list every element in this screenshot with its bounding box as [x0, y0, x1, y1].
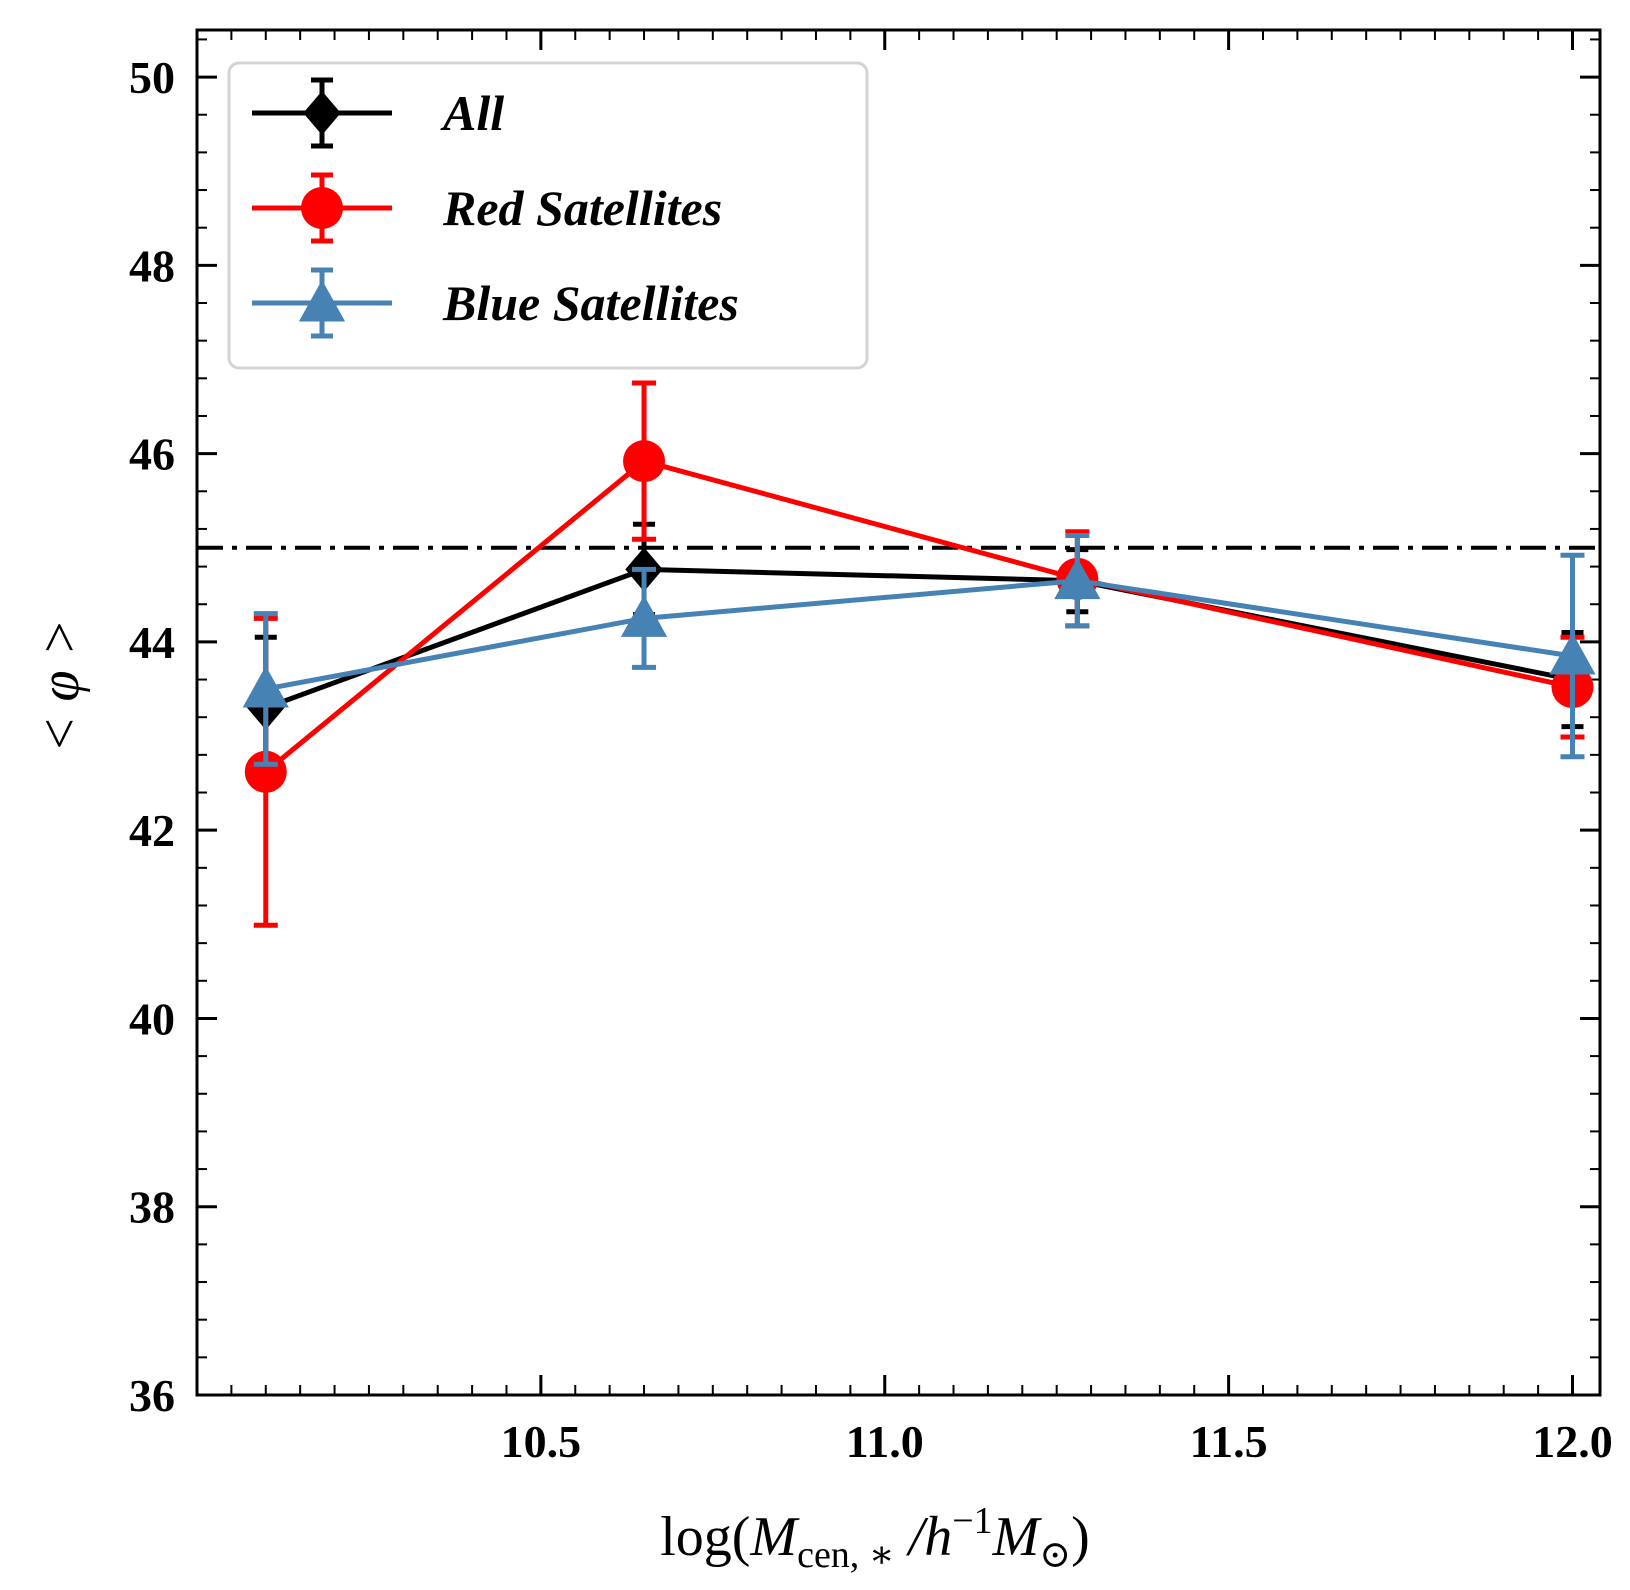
x-axis-label-var: M — [749, 1506, 800, 1568]
y-tick-label: 36 — [129, 1370, 175, 1421]
x-tick-label: 11.0 — [846, 1416, 924, 1467]
y-axis-label: < φ > — [29, 619, 91, 754]
y-tick-label: 50 — [129, 52, 175, 103]
x-axis-label-prefix: log( — [660, 1506, 750, 1568]
y-tick-label: 48 — [129, 240, 175, 291]
data-point-red-satellites — [623, 440, 666, 483]
x-axis-label-sub: cen, ∗ — [797, 1534, 895, 1576]
data-point-blue-satellites — [242, 665, 289, 708]
axes-frame — [195, 28, 1602, 1397]
legend-entry-all: All — [252, 77, 504, 149]
legend-label-all: All — [440, 85, 504, 141]
x-axis-label-var2: M — [992, 1506, 1043, 1568]
y-tick-label: 38 — [129, 1182, 175, 1233]
y-tick-label: 40 — [129, 993, 175, 1044]
x-tick-label: 12.0 — [1532, 1416, 1613, 1467]
legend-marker-all — [303, 90, 341, 136]
series-line-blue-satellites — [265, 578, 1573, 692]
data-point-blue-satellites — [620, 595, 668, 637]
series-red-satellites — [244, 380, 1594, 928]
legend-box — [227, 61, 869, 370]
legend-label-blue-satellites: Blue Satellites — [442, 275, 739, 331]
legend-entry-blue-satellites: Blue Satellites — [252, 267, 739, 339]
x-tick-label: 10.5 — [501, 1416, 582, 1467]
data-point-red-satellites — [244, 750, 287, 793]
y-tick-label: 42 — [129, 805, 175, 856]
legend-marker-blue-satellites — [298, 279, 346, 322]
y-tick-labels: 36 38 40 42 44 46 48 50 — [129, 52, 175, 1421]
x-tick-labels: 10.5 11.0 11.5 12.0 — [501, 1416, 1613, 1467]
minor-ticks — [196, 30, 1600, 1396]
major-ticks — [197, 30, 1600, 1397]
legend-label-red-satellites: Red Satellites — [442, 180, 722, 236]
data-point-blue-satellites — [1054, 557, 1101, 600]
legend-marker-red-satellites — [301, 187, 343, 229]
series-layer — [242, 380, 1596, 928]
x-axis-label-sup: −1 — [952, 1500, 992, 1542]
series-blue-satellites — [242, 533, 1596, 767]
y-tick-label: 44 — [129, 617, 175, 668]
x-axis-label: log(Mcen, ∗ /h−1M⊙) — [660, 1500, 1090, 1576]
data-point-blue-satellites — [1549, 632, 1596, 675]
x-axis-label-suffix: ) — [1071, 1506, 1090, 1568]
x-axis-label-mid: /h — [895, 1506, 953, 1568]
legend-entry-red-satellites: Red Satellites — [252, 172, 722, 244]
y-tick-label: 46 — [129, 429, 175, 480]
series-line-red-satellites — [264, 458, 1574, 774]
legend: All Red Satellites Blue Satellites — [227, 61, 869, 370]
x-axis-label-sub2: ⊙ — [1039, 1534, 1071, 1576]
series-line-all — [264, 566, 1573, 711]
x-tick-label: 11.5 — [1190, 1416, 1268, 1467]
